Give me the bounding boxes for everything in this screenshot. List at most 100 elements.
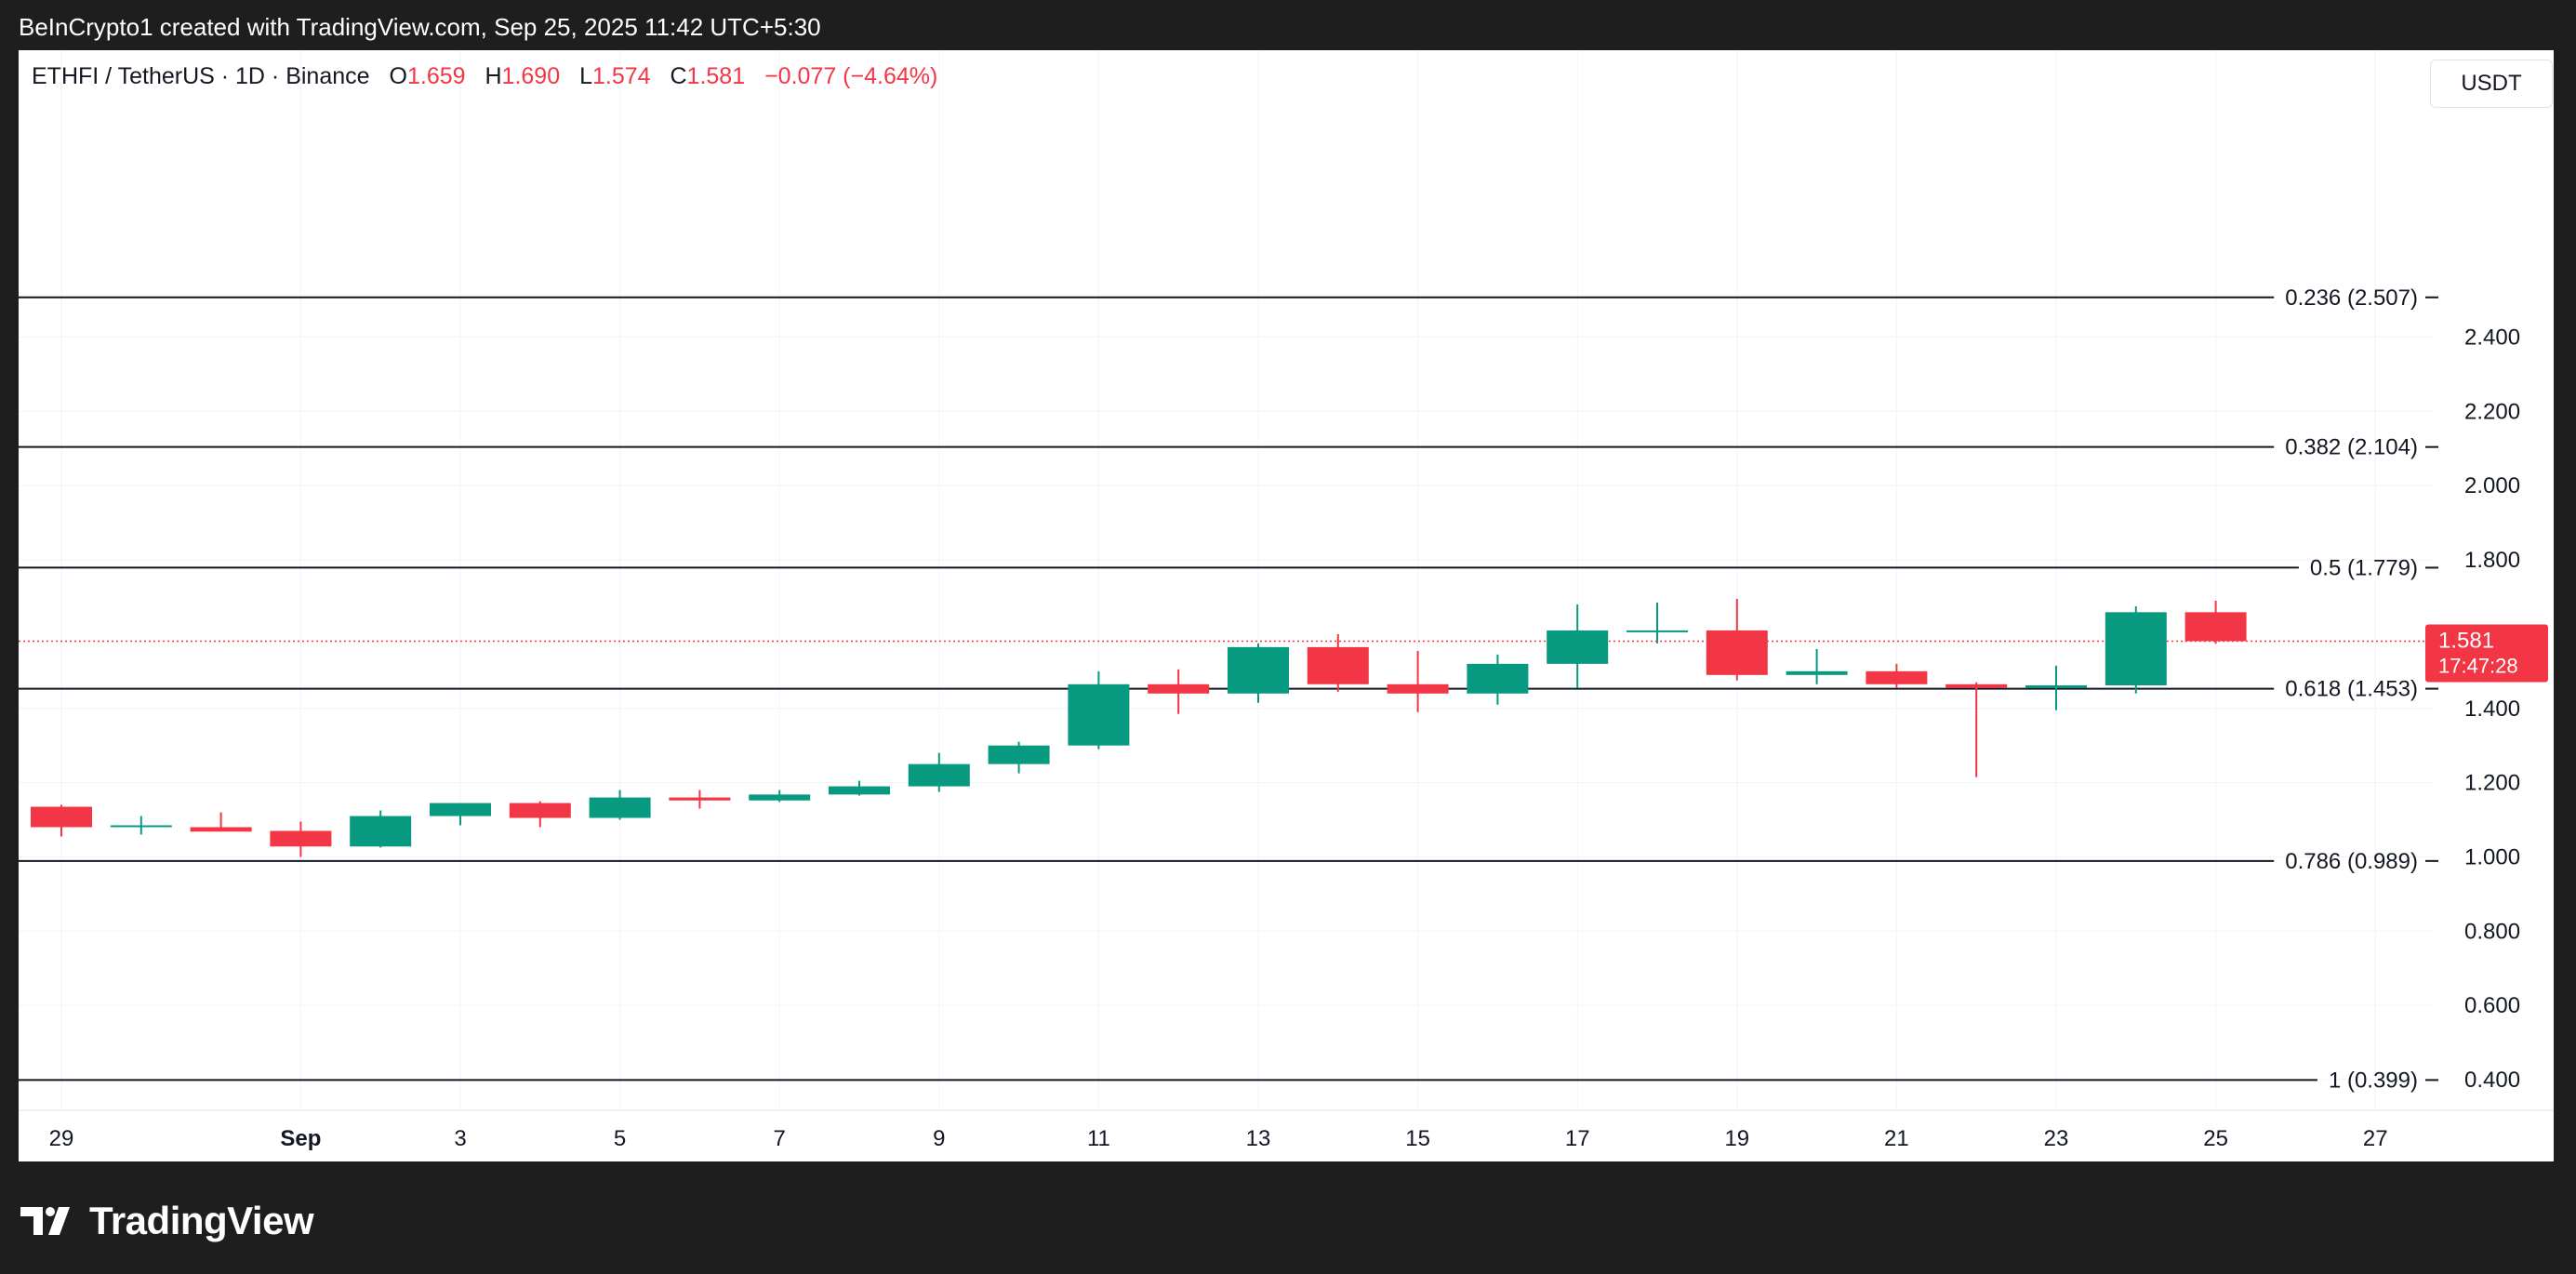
candle[interactable]: [1786, 648, 1848, 684]
candle-body[interactable]: [1627, 630, 1688, 632]
candle[interactable]: [1706, 598, 1768, 681]
fib-level[interactable]: 0.5 (1.779): [19, 555, 2438, 580]
candle-body[interactable]: [1387, 683, 1449, 694]
time-tick-label: 5: [614, 1126, 626, 1151]
candle[interactable]: [1307, 633, 1369, 692]
fib-level[interactable]: 0.618 (1.453): [19, 677, 2438, 702]
time-tick-label: 7: [774, 1126, 786, 1151]
candle-body[interactable]: [190, 827, 252, 832]
fib-level[interactable]: 0.236 (2.507): [19, 285, 2438, 311]
chart-canvas[interactable]: 0.236 (2.507) 0.382 (2.104) 0.5 (1.779) 0.6…: [19, 50, 2554, 1161]
candle-body[interactable]: [1706, 630, 1768, 675]
candle[interactable]: [1866, 663, 1928, 688]
high-label: H: [485, 63, 502, 89]
candle[interactable]: [1547, 604, 1609, 688]
candle-body[interactable]: [2105, 612, 2167, 685]
candle-body[interactable]: [589, 797, 651, 818]
symbol-name[interactable]: ETHFI / TetherUS · 1D · Binance: [32, 63, 370, 89]
candle-body[interactable]: [1068, 683, 1130, 746]
candle-body[interactable]: [2184, 612, 2247, 642]
candle[interactable]: [2105, 605, 2167, 694]
candle-body[interactable]: [509, 803, 571, 818]
candle[interactable]: [430, 803, 491, 826]
candle[interactable]: [988, 741, 1050, 774]
time-tick-label: 29: [49, 1126, 74, 1151]
time-tick-label: 17: [1565, 1126, 1590, 1151]
price-tick-label: 0.400: [2464, 1068, 2520, 1093]
top-bar: BeInCrypto1 created with TradingView.com…: [0, 0, 2576, 50]
candle-body[interactable]: [1945, 683, 2008, 688]
candle-body[interactable]: [110, 825, 172, 828]
price-axis[interactable]: 0.400 0.600 0.800 1.000 1.200 1.400 1.800 2.000…: [2464, 325, 2520, 1094]
candle[interactable]: [110, 816, 172, 835]
candle-body[interactable]: [1307, 646, 1369, 684]
candle-body[interactable]: [749, 794, 811, 801]
fib-level[interactable]: 1 (0.399): [19, 1068, 2438, 1093]
candle-body[interactable]: [908, 763, 970, 787]
time-tick-label: 25: [2203, 1126, 2228, 1151]
price-tick-label: 2.400: [2464, 325, 2520, 351]
time-tick-label: 3: [454, 1126, 466, 1151]
candles[interactable]: [31, 598, 2247, 857]
price-tick-label: 2.000: [2464, 473, 2520, 498]
candle-body[interactable]: [430, 803, 491, 816]
symbol-legend[interactable]: ETHFI / TetherUS · 1D · Binance O1.659 H…: [32, 63, 937, 90]
time-tick-label: 13: [1246, 1126, 1271, 1151]
grid-lines: [19, 50, 2433, 1110]
candle-body[interactable]: [988, 745, 1050, 764]
candle-body[interactable]: [1228, 646, 1289, 694]
close-label: C: [670, 63, 687, 89]
price-tick-label: 1.400: [2464, 697, 2520, 722]
candle[interactable]: [749, 790, 811, 803]
candle[interactable]: [509, 801, 571, 828]
candle[interactable]: [1228, 643, 1289, 703]
candle[interactable]: [669, 790, 731, 809]
open-value: 1.659: [406, 63, 466, 89]
low-value: 1.574: [591, 63, 651, 89]
candle[interactable]: [1945, 682, 2008, 777]
candle[interactable]: [2025, 665, 2087, 710]
candle-body[interactable]: [350, 816, 412, 847]
candle[interactable]: [1627, 602, 1688, 644]
candle-body[interactable]: [1547, 630, 1609, 664]
candle-body[interactable]: [829, 786, 890, 795]
tradingview-logo[interactable]: TradingView: [20, 1199, 314, 1243]
chart-panel[interactable]: 0.236 (2.507) 0.382 (2.104) 0.5 (1.779) 0.6…: [19, 50, 2554, 1161]
candle-body[interactable]: [1148, 683, 1210, 694]
candle[interactable]: [190, 812, 252, 832]
time-tick-label: 19: [1724, 1126, 1749, 1151]
high-value: 1.690: [501, 63, 561, 89]
fibonacci-levels[interactable]: 0.236 (2.507) 0.382 (2.104) 0.5 (1.779) 0.6…: [19, 285, 2438, 1094]
candle[interactable]: [31, 804, 92, 837]
candle[interactable]: [908, 752, 970, 792]
candle-body[interactable]: [31, 806, 92, 828]
price-tick-label: 1.000: [2464, 844, 2520, 869]
time-axis[interactable]: 29 Sep 3 5 7 9 11 13 15 17 19 21 23 25 27: [49, 1126, 2388, 1151]
candle-body[interactable]: [1467, 663, 1529, 694]
candle-body[interactable]: [1866, 670, 1928, 684]
currency-button[interactable]: USDT: [2430, 60, 2553, 108]
candle-body[interactable]: [270, 830, 332, 847]
tradingview-logo-icon: [20, 1207, 70, 1235]
candle[interactable]: [2184, 600, 2247, 644]
candle-body[interactable]: [669, 797, 731, 801]
time-tick-label: 9: [933, 1126, 945, 1151]
candle[interactable]: [1068, 670, 1130, 750]
candle[interactable]: [589, 790, 651, 820]
candle-body[interactable]: [1786, 670, 1848, 675]
fib-level[interactable]: 0.786 (0.989): [19, 849, 2438, 874]
candle[interactable]: [1467, 654, 1529, 705]
candle-body[interactable]: [2025, 684, 2087, 688]
fib-level-label: 1 (0.399): [2329, 1068, 2418, 1093]
fib-level[interactable]: 0.382 (2.104): [19, 435, 2438, 460]
fib-level-label: 0.5 (1.779): [2310, 555, 2418, 580]
candle[interactable]: [350, 810, 412, 848]
candle[interactable]: [1148, 669, 1210, 714]
candle[interactable]: [1387, 650, 1449, 712]
price-marker-box: [2425, 624, 2548, 683]
candle[interactable]: [829, 780, 890, 796]
time-tick-label: 23: [2044, 1126, 2069, 1151]
candle[interactable]: [270, 821, 332, 857]
price-tick-label: 0.600: [2464, 993, 2520, 1018]
fib-level-label: 0.618 (1.453): [2285, 677, 2418, 702]
